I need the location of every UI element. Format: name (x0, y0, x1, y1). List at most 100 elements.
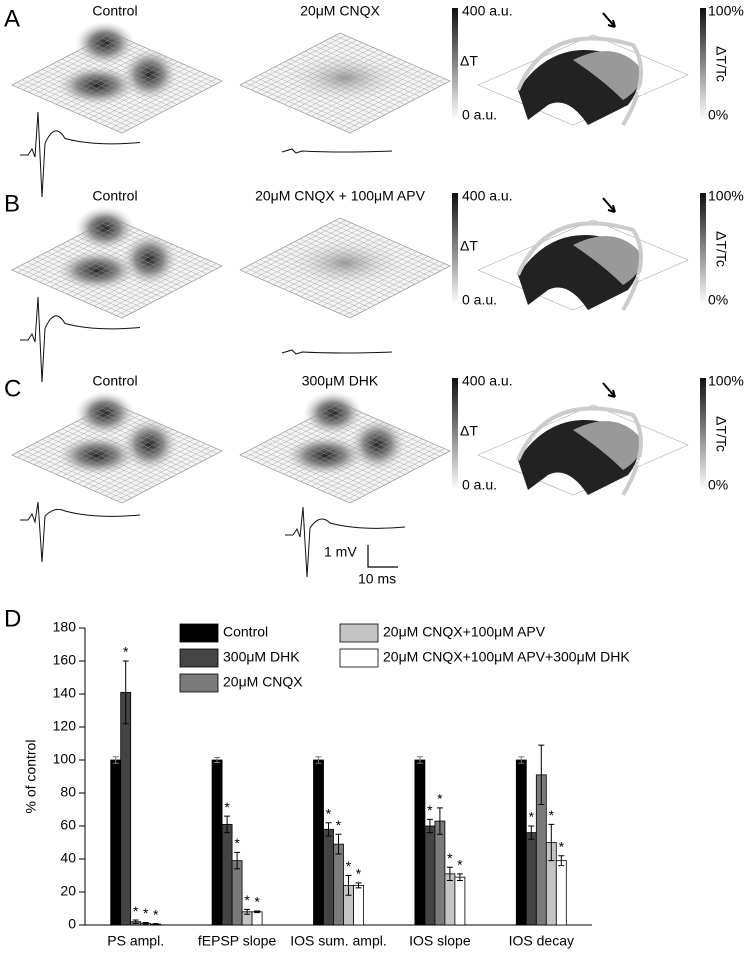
significance-star: * (437, 791, 443, 807)
mesh-line (324, 40, 436, 89)
mesh-line (349, 450, 451, 504)
mesh-line (324, 410, 436, 459)
bar (323, 828, 334, 926)
field-trace (20, 501, 141, 563)
surface-hill (75, 21, 135, 66)
mesh-line (299, 238, 411, 287)
mesh-line (300, 429, 401, 482)
map-arrow (602, 382, 616, 398)
mesh-line (77, 246, 179, 299)
colorbar-label: 0 a.u. (462, 107, 497, 123)
colorbar (700, 8, 706, 120)
mesh-line (91, 43, 203, 92)
map-star: * (636, 453, 645, 478)
scale-bar (367, 545, 398, 568)
mesh-line (324, 225, 436, 274)
bar (434, 820, 446, 926)
colorbar-label: ΔT/Tc (713, 46, 729, 82)
error-bar (132, 919, 139, 924)
significance-star: * (224, 799, 230, 815)
significance-star: * (254, 894, 260, 910)
mesh-line (111, 32, 223, 82)
mesh-line (314, 230, 426, 280)
y-tick-label: 40 (60, 850, 76, 866)
mesh-line (334, 220, 446, 269)
mesh-line (316, 66, 418, 119)
legend-swatch (339, 648, 379, 668)
x-tick-label: IOS sum. ampl. (290, 933, 386, 949)
mesh-line (338, 76, 440, 129)
mesh-line (116, 263, 217, 316)
bar (231, 860, 243, 926)
error-bar (254, 910, 261, 914)
significance-star: * (457, 857, 463, 873)
mesh-line (88, 251, 190, 304)
mesh-line (305, 61, 407, 114)
mesh-line (305, 431, 407, 484)
mesh-line (334, 35, 446, 84)
mesh-line (94, 68, 195, 122)
y-tick-label: 60 (60, 817, 76, 833)
bar (414, 759, 426, 926)
bar (110, 759, 122, 926)
significance-star: * (336, 817, 342, 833)
colorbar-label: ΔT (460, 423, 478, 439)
mesh-line (333, 258, 434, 311)
mesh-line (329, 223, 441, 272)
mesh-line (83, 64, 184, 117)
mesh-line (338, 446, 440, 499)
mesh-line (304, 236, 416, 285)
colorbar-label: 0 a.u. (462, 292, 497, 308)
panel-title: Control (92, 188, 137, 204)
legend-swatch (339, 623, 379, 643)
surface-hill (57, 435, 137, 476)
mesh-line (72, 429, 173, 482)
error-bar (426, 818, 433, 834)
legend-label: 300μM DHK (223, 649, 300, 665)
mesh-line (339, 32, 451, 82)
colorbar-label: 400 a.u. (462, 188, 513, 204)
mesh-line (311, 249, 412, 302)
colorbar-label: 0% (708, 107, 728, 123)
bar (221, 823, 233, 926)
bar (313, 759, 324, 926)
y-tick-label: 180 (53, 619, 77, 635)
mesh-line (105, 443, 206, 496)
colorbar-label: 100% (708, 373, 744, 389)
mesh-line (76, 51, 188, 100)
significance-star: * (356, 866, 362, 882)
surface-hill (75, 206, 135, 251)
colorbar-label: ΔT (460, 238, 478, 254)
mesh-line (96, 40, 208, 89)
mesh-line (116, 448, 217, 501)
x-tick-label: IOS slope (409, 933, 471, 949)
mesh-line (106, 35, 218, 84)
legend-swatch (179, 648, 219, 668)
mesh-line (316, 436, 418, 489)
mesh-line (88, 436, 190, 489)
y-tick-label: 0 (68, 916, 76, 932)
mesh-line (86, 415, 198, 465)
x-tick-label: fEPSP slope (198, 933, 277, 949)
significance-star: * (234, 835, 240, 851)
panel-title: 300μM DHK (302, 373, 379, 389)
mesh-line (110, 76, 212, 129)
error-bar (436, 807, 443, 835)
mesh-line (289, 428, 401, 478)
error-bar (355, 882, 362, 889)
error-bar (214, 757, 221, 763)
bar (251, 911, 263, 926)
mesh-line (66, 241, 178, 290)
mesh-line (81, 48, 193, 97)
colorbar-label: 100% (708, 3, 744, 19)
colorbar (700, 378, 706, 490)
colorbar-label: 0% (708, 292, 728, 308)
panel-letter: D (4, 605, 21, 632)
mesh-line (72, 59, 173, 112)
mesh-line (71, 53, 183, 102)
surface-hill (57, 250, 137, 291)
error-bar (456, 873, 463, 881)
map-region (573, 236, 641, 285)
mesh-line (76, 236, 188, 285)
mesh-line (344, 448, 445, 501)
